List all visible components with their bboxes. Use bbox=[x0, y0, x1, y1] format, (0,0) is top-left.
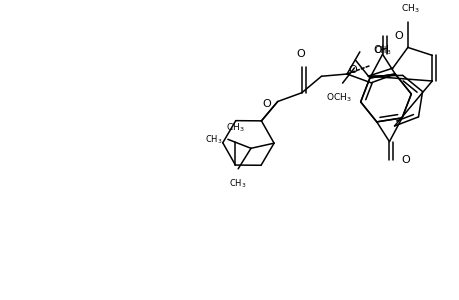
Text: O: O bbox=[262, 100, 270, 110]
Text: O: O bbox=[296, 49, 305, 59]
Text: O: O bbox=[400, 155, 409, 165]
Text: CH$_3$: CH$_3$ bbox=[226, 122, 244, 134]
Text: CH$_3$: CH$_3$ bbox=[400, 2, 418, 15]
Text: CH$_3$: CH$_3$ bbox=[373, 45, 391, 57]
Text: CH$_3$: CH$_3$ bbox=[229, 178, 246, 190]
Text: OH: OH bbox=[373, 45, 389, 55]
Text: O: O bbox=[393, 31, 402, 40]
Text: OCH$_3$: OCH$_3$ bbox=[325, 92, 351, 104]
Text: O: O bbox=[347, 65, 356, 75]
Text: CH$_3$: CH$_3$ bbox=[205, 133, 223, 145]
